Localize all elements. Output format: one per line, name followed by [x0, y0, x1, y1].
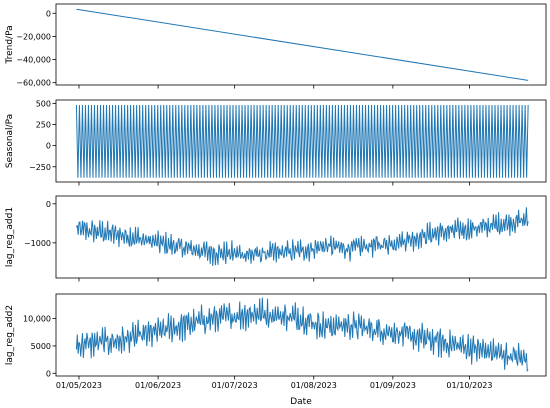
- x-tick-labels: 01/05/2023 01/06/2023 01/07/2023 01/08/2023…: [56, 381, 493, 390]
- series-line-3: [75, 207, 529, 267]
- axes-frame: [55, 293, 547, 377]
- y-tick-label: 0: [46, 369, 51, 378]
- x-tick-label: 01/08/2023: [291, 381, 337, 390]
- panel-3: 0 −1000 lag_reg_add1: [5, 195, 547, 282]
- y-axis-label: lag_reg_add2: [5, 305, 15, 365]
- y-tick-label: 5000: [31, 342, 51, 351]
- y-axis-label: Seasonal/Pa: [5, 114, 15, 168]
- series-line-4: [75, 297, 529, 373]
- y-tick-label: 0: [46, 142, 51, 151]
- y-tick-label: 0: [46, 200, 51, 209]
- panel-4: 10,000 5000 0 lag_reg_add2: [5, 293, 547, 380]
- y-tick-label: −60,000: [16, 79, 51, 88]
- y-axis-label: lag_reg_add1: [5, 207, 15, 267]
- y-tick-label: 0: [46, 9, 51, 18]
- x-tick-label: 01/09/2023: [370, 381, 416, 390]
- y-tick-label: 500: [36, 99, 51, 108]
- y-tick-label: −20,000: [16, 32, 51, 41]
- axes-frame: [55, 195, 547, 279]
- y-tick-label: −1000: [24, 239, 51, 248]
- y-tick-label: −250: [29, 163, 51, 172]
- x-axis-label: Date: [290, 397, 312, 407]
- axes-frame: [55, 3, 547, 86]
- y-tick-label: 10,000: [23, 315, 51, 324]
- x-tick-label: 01/06/2023: [135, 381, 181, 390]
- series-line-2: [75, 105, 529, 178]
- y-tick-label: 250: [36, 121, 51, 130]
- y-tick-label: −40,000: [16, 56, 51, 65]
- axes-frame: [55, 99, 547, 183]
- series-line-1: [76, 8, 529, 81]
- x-tick-label: 01/10/2023: [446, 381, 492, 390]
- x-tick-label: 01/07/2023: [212, 381, 258, 390]
- x-tick-label: 01/05/2023: [56, 381, 102, 390]
- y-axis-label: Trend/Pa: [5, 25, 15, 64]
- panel-1: 0 −20,000 −40,000 −60,000 Trend/Pa: [5, 3, 547, 89]
- panel-2: 500 250 0 −250 Seasonal/Pa: [5, 99, 547, 186]
